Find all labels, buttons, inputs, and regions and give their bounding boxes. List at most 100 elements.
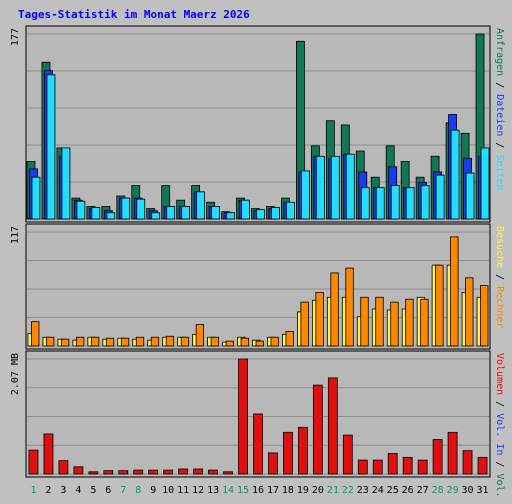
bar-volumen-day-24 (372, 459, 383, 475)
bar-volumen-day-20 (312, 384, 323, 475)
bar-volumen-day-29 (447, 431, 458, 475)
bar-rechner-day-5 (90, 336, 100, 347)
bar-seiten-day-31 (480, 147, 490, 220)
bar-rechner-day-26 (405, 298, 414, 347)
bar-rechner-day-29 (450, 236, 459, 347)
x-tick-day-24: 24 (372, 485, 384, 496)
bar-volumen-day-25 (387, 453, 398, 475)
bar-volumen-day-16 (253, 413, 263, 475)
x-tick-day-10: 10 (162, 485, 174, 496)
bar-seiten-day-23 (360, 187, 370, 220)
x-tick-day-15: 15 (237, 485, 249, 496)
bar-rechner-day-15 (240, 337, 249, 347)
bar-rechner-day-11 (180, 336, 190, 347)
bar-seiten-day-14 (226, 212, 235, 220)
bar-seiten-day-16 (256, 209, 265, 220)
series-label-vol-out: Vol. Out (494, 473, 505, 500)
bar-volumen-day-18 (283, 431, 293, 475)
x-tick-day-4: 4 (75, 485, 81, 496)
series-label-dateien: Dateien (494, 94, 505, 136)
bar-rechner-day-18 (285, 330, 294, 347)
x-tick-day-12: 12 (192, 485, 204, 496)
panel-visits: 117 Besuche / Rechner (10, 223, 505, 350)
y-max-label: 117 (10, 226, 21, 244)
bar-volumen-day-6 (103, 470, 114, 475)
bar-seiten-day-21 (330, 155, 340, 220)
bar-rechner-day-31 (480, 285, 489, 347)
bar-seiten-day-4 (76, 200, 86, 220)
bar-rechner-day-22 (345, 267, 354, 347)
bar-volumen-day-14 (223, 471, 233, 475)
bar-rechner-day-12 (195, 324, 205, 347)
bar-volumen-day-11 (178, 468, 189, 475)
bar-seiten-day-5 (91, 207, 101, 220)
bar-rechner-day-8 (135, 336, 145, 347)
bar-seiten-day-26 (405, 187, 415, 220)
x-tick-day-7: 7 (120, 485, 126, 496)
bar-rechner-day-13 (210, 336, 219, 347)
bar-volumen-day-27 (417, 459, 428, 475)
bar-seiten-day-10 (166, 206, 176, 220)
bar-rechner-day-20 (315, 292, 324, 347)
bar-seiten-day-24 (375, 187, 385, 220)
bar-seiten-day-30 (465, 172, 475, 220)
bar-volumen-day-1 (28, 449, 39, 475)
bar-volumen-day-17 (268, 452, 278, 475)
bar-rechner-day-24 (375, 296, 384, 347)
series-label-seiten: Seiten (494, 154, 505, 190)
bar-volumen-day-8 (133, 469, 144, 475)
label-separator: / (494, 455, 505, 473)
series-labels: Besuche / Rechner (494, 226, 505, 328)
bar-volumen-day-12 (193, 468, 204, 475)
bar-volumen-day-21 (327, 377, 338, 475)
x-tick-day-21: 21 (327, 485, 339, 496)
series-labels: Volumen / Vol. In / Vol. Out (494, 353, 505, 500)
bar-volumen-day-28 (432, 439, 443, 475)
label-separator: / (494, 76, 505, 94)
bar-seiten-day-1 (31, 176, 41, 220)
bar-seiten-day-9 (151, 212, 161, 220)
bar-rechner-day-25 (390, 301, 399, 347)
bar-rechner-day-23 (360, 296, 369, 347)
panel-hits: 177 Anfragen / Dateien / Seiten (10, 25, 505, 223)
bar-rechner-day-16 (255, 340, 264, 347)
x-tick-day-16: 16 (252, 485, 264, 496)
x-tick-day-29: 29 (447, 485, 459, 496)
bar-seiten-day-2 (46, 74, 56, 220)
bar-volumen-day-23 (357, 459, 368, 475)
x-tick-day-1: 1 (30, 485, 36, 496)
bar-seiten-day-22 (345, 153, 355, 220)
x-tick-day-11: 11 (177, 485, 189, 496)
x-tick-day-13: 13 (207, 485, 219, 496)
x-tick-day-5: 5 (90, 485, 96, 496)
panel-volume: 2.07 MB Volumen / Vol. In / Vol. Out (10, 350, 505, 504)
x-tick-day-18: 18 (282, 485, 294, 496)
bar-volumen-day-19 (298, 426, 308, 475)
bar-rechner-day-3 (61, 338, 70, 347)
bar-seiten-day-3 (61, 147, 71, 220)
x-tick-day-28: 28 (432, 485, 444, 496)
series-label-rechner: Rechner (494, 286, 505, 328)
bar-volumen-day-5 (88, 471, 99, 475)
bar-volumen-day-10 (163, 469, 174, 475)
bar-seiten-day-13 (211, 206, 220, 220)
bar-seiten-day-28 (435, 174, 445, 220)
series-labels: Anfragen / Dateien / Seiten (494, 28, 505, 191)
bar-volumen-day-26 (402, 456, 413, 475)
y-max-label: 177 (10, 28, 21, 46)
series-label-anfragen: Anfragen (494, 28, 505, 76)
bar-rechner-day-28 (435, 264, 444, 347)
y-max-label: 2.07 MB (10, 353, 21, 395)
x-tick-day-9: 9 (150, 485, 156, 496)
bar-rechner-day-1 (31, 321, 40, 347)
bar-rechner-day-17 (270, 336, 279, 347)
bar-rechner-day-2 (46, 336, 55, 347)
x-tick-day-20: 20 (312, 485, 324, 496)
bar-rechner-day-7 (120, 337, 130, 347)
x-tick-day-30: 30 (462, 485, 474, 496)
series-label-besuche: Besuche (494, 226, 505, 268)
x-tick-day-3: 3 (60, 485, 66, 496)
bar-volumen-day-9 (148, 469, 159, 475)
bar-rechner-day-6 (105, 337, 115, 347)
